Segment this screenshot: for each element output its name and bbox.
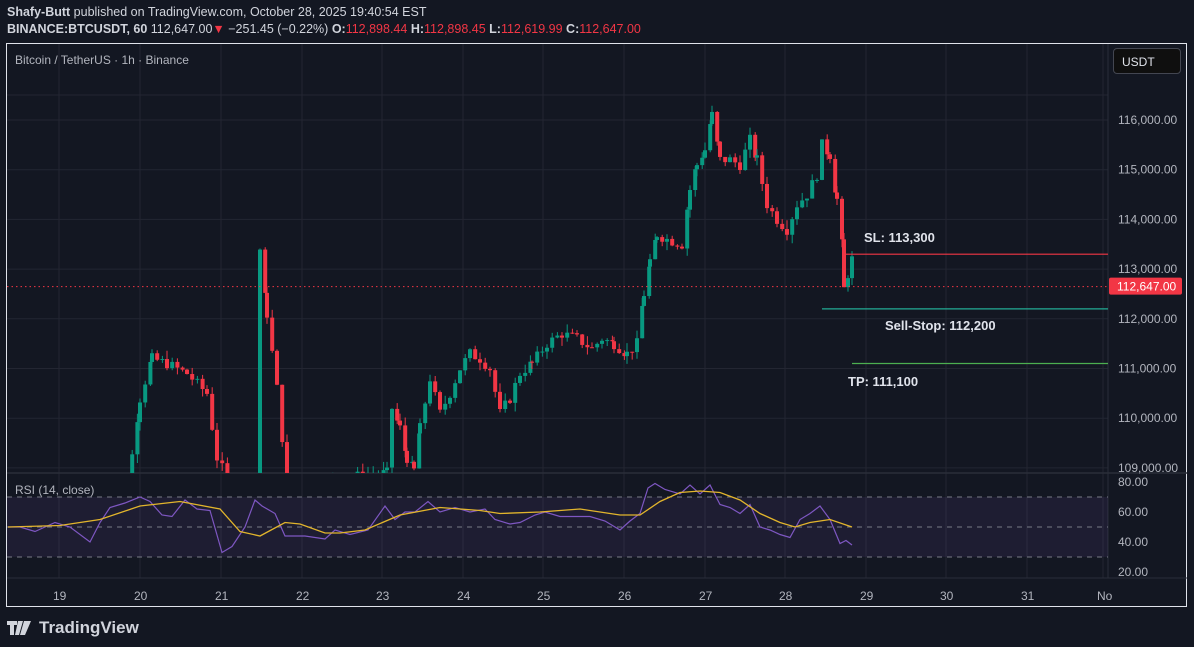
price-change: −251.45 (−0.22%) xyxy=(224,22,332,36)
rsi-title: RSI (14, close) xyxy=(15,483,94,497)
annotation-label: TP: 111,100 xyxy=(848,374,918,389)
time-axis-label: 31 xyxy=(1021,589,1035,603)
author-name[interactable]: Shafy-Butt xyxy=(7,5,71,19)
price-axis-label: 114,000.00 xyxy=(1118,212,1177,226)
price-axis-label: 111,000.00 xyxy=(1118,362,1177,376)
time-axis-label: No xyxy=(1097,589,1113,603)
symbol-label: BINANCE:BTCUSDT, 60 xyxy=(7,22,148,36)
rsi-ma-line xyxy=(7,490,853,537)
svg-text:112,647.00: 112,647.00 xyxy=(1117,280,1176,294)
close-value: 112,647.00 xyxy=(579,22,641,36)
high-label: H: xyxy=(407,22,425,36)
time-axis-label: 27 xyxy=(699,589,713,603)
rsi-axis-label: 80.00 xyxy=(1118,475,1148,489)
price-axis-label: 110,000.00 xyxy=(1118,411,1177,425)
price-axis-label: 115,000.00 xyxy=(1118,163,1177,177)
rsi-axis-label: 60.00 xyxy=(1118,505,1148,519)
price-axis-label: 113,000.00 xyxy=(1118,262,1177,276)
annotation-label: SL: 113,300 xyxy=(864,230,935,245)
open-label: O: xyxy=(331,22,346,36)
time-axis-label: 20 xyxy=(134,589,148,603)
time-axis-label: 21 xyxy=(215,589,229,603)
time-axis-label: 30 xyxy=(940,589,954,603)
time-axis-label: 22 xyxy=(296,589,310,603)
annotation-label: Sell-Stop: 112,200 xyxy=(885,318,996,333)
close-label: C: xyxy=(562,22,580,36)
time-axis-label: 23 xyxy=(376,589,390,603)
published-text: published on TradingView.com, October 28… xyxy=(70,5,427,19)
down-arrow-icon: ▼ xyxy=(212,22,225,36)
chart-frame xyxy=(6,43,1187,607)
price-axis-label: 112,000.00 xyxy=(1118,312,1177,326)
publish-info: Shafy-Butt published on TradingView.com,… xyxy=(7,5,426,19)
rsi-line xyxy=(8,482,853,554)
rsi-axis-label: 20.00 xyxy=(1118,565,1148,579)
rsi-axis-label: 40.00 xyxy=(1118,535,1148,549)
price-axis-label: 109,000.00 xyxy=(1118,461,1178,475)
time-axis-label: 19 xyxy=(53,589,67,603)
price-axis-label: 116,000.00 xyxy=(1118,113,1177,127)
chart-title: Bitcoin / TetherUS · 1h · Binance xyxy=(15,53,189,67)
time-axis-label: 28 xyxy=(779,589,793,603)
time-axis-label: 24 xyxy=(457,589,471,603)
time-axis-label: 25 xyxy=(537,589,551,603)
low-label: L: xyxy=(485,22,501,36)
last-price-label xyxy=(1109,277,1182,295)
currency-button[interactable]: USDT xyxy=(1113,48,1181,74)
time-axis-label: 29 xyxy=(860,589,874,603)
open-value: 112,898.44 xyxy=(345,22,408,36)
tradingview-logo[interactable]: TradingView xyxy=(7,618,139,638)
time-axis-label: 26 xyxy=(618,589,632,603)
last-price: 112,647.00 xyxy=(147,22,213,36)
low-value: 112,619.99 xyxy=(500,22,563,36)
brand-name: TradingView xyxy=(39,618,139,637)
symbol-info: BINANCE:BTCUSDT, 60 112,647.00▼ −251.45 … xyxy=(7,22,641,36)
high-value: 112,898.45 xyxy=(424,22,486,36)
tradingview-logo-icon xyxy=(7,621,31,635)
candles xyxy=(130,105,854,473)
